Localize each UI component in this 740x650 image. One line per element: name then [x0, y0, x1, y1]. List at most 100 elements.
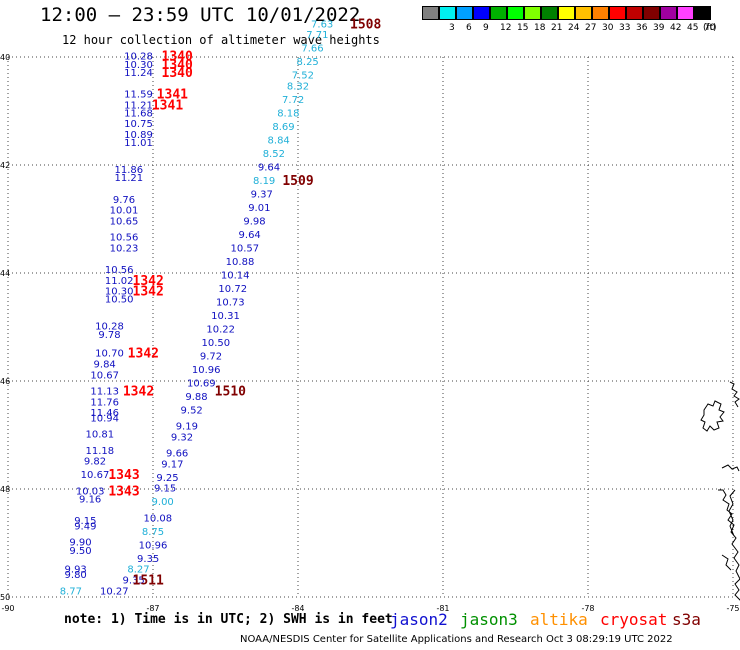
note-text: note: 1) Time is in UTC; 2) SWH is in fe…: [64, 612, 393, 627]
page-subtitle: 12 hour collection of altimeter wave hei…: [62, 33, 380, 47]
colorbar-label: 24: [568, 23, 580, 33]
wave-height-label: 11.86: [115, 165, 144, 176]
colorbar-swatch: [473, 6, 490, 20]
wave-height-label: 9.52: [181, 405, 203, 416]
wave-height-label: 10.88: [226, 257, 255, 268]
colorbar-label: 45: [687, 23, 699, 33]
x-tick-label: -90: [1, 604, 14, 613]
wave-height-label: 9.93: [65, 565, 87, 576]
pass-time-label: 1340: [162, 50, 193, 65]
wave-height-label: 9.17: [161, 459, 183, 470]
pass-time-label: 1510: [215, 385, 246, 400]
coastline: [700, 381, 740, 601]
wave-height-label: 7.71: [306, 30, 328, 41]
wave-height-label: 7.63: [311, 19, 333, 30]
pass-time-label: 1508: [350, 17, 381, 32]
wave-height-label: 11.02: [105, 276, 134, 287]
observation-labels: 10.2810.3011.2411.5911.2111.6810.7510.89…: [60, 17, 382, 597]
wave-height-label: 9.64: [239, 230, 261, 241]
wave-height-label: 9.00: [152, 497, 174, 508]
wave-height-label: 11.13: [90, 387, 119, 398]
wave-height-label: 10.56: [105, 265, 134, 276]
wave-height-label: 10.23: [110, 243, 139, 254]
wave-height-label: 9.35: [123, 576, 145, 587]
wave-height-label: 8.75: [142, 527, 164, 538]
colorbar-label: 39: [653, 23, 665, 33]
wave-height-label: 10.67: [90, 370, 119, 381]
wave-height-label: 8.77: [60, 586, 82, 597]
wave-height-label: 10.30: [124, 60, 153, 71]
wave-height-label: 8.52: [263, 149, 285, 160]
wave-height-label: 9.84: [94, 360, 116, 371]
wave-height-label: 9.15: [154, 484, 176, 495]
colorbar-swatch: [626, 6, 643, 20]
y-tick-label: 40: [0, 53, 10, 62]
wave-height-label: 10.67: [81, 470, 110, 481]
wave-height-label: 9.76: [113, 195, 135, 206]
wave-height-label: 10.65: [110, 216, 139, 227]
wave-height-label: 11.46: [90, 408, 119, 419]
y-tick-label: 50: [0, 593, 10, 602]
colorbar-label: 21: [551, 23, 563, 33]
wave-height-label: 10.56: [110, 233, 139, 244]
wave-height-label: 9.80: [65, 570, 87, 581]
colorbar-swatch: [541, 6, 558, 20]
wave-height-label: 11.68: [124, 108, 153, 119]
satellite-legend-jason2: jason2: [390, 610, 448, 629]
wave-height-label: 10.89: [124, 130, 153, 141]
colorbar-swatch: [575, 6, 592, 20]
axis-labels: -90 -87 -84 -81 -78 -75 40 42 44 46 48 50: [0, 53, 740, 613]
wave-height-label: 11.21: [115, 173, 144, 184]
wave-height-label: 9.19: [176, 422, 198, 433]
wave-height-label: 10.50: [105, 295, 134, 306]
wave-height-label: 10.30: [105, 287, 134, 298]
wave-height-label: 9.50: [69, 546, 91, 557]
wave-height-label: 7.66: [301, 44, 323, 55]
pass-time-label: 1340: [162, 66, 193, 81]
wave-height-label: 10.72: [218, 284, 247, 295]
wave-height-label: 11.76: [90, 397, 119, 408]
pass-time-label: 1342: [133, 285, 164, 300]
wave-height-label: 10.69: [187, 378, 216, 389]
wave-height-label: 11.21: [124, 100, 153, 111]
wave-height-label: 11.59: [124, 90, 153, 101]
wave-height-label: 9.98: [243, 216, 265, 227]
wave-height-label: 10.96: [139, 540, 168, 551]
y-tick-label: 42: [0, 161, 10, 170]
colorbar-label: 70: [704, 23, 716, 33]
wave-height-label: 8.84: [268, 135, 290, 146]
colorbar-swatch: [677, 6, 694, 20]
satellite-legend-altika: altika: [530, 610, 588, 629]
x-tick-label: -78: [581, 604, 594, 613]
wave-height-label: 9.16: [79, 495, 101, 506]
wave-height-label: 10.28: [95, 322, 124, 333]
wave-height-label: 8.69: [272, 122, 294, 133]
y-tick-label: 46: [0, 377, 10, 386]
wave-height-label: 10.94: [90, 414, 119, 425]
colorbar-label: 15: [517, 23, 529, 33]
x-tick-label: -81: [436, 604, 449, 613]
wave-height-label: 10.01: [110, 206, 139, 217]
colorbar-swatch: [592, 6, 609, 20]
colorbar-swatch: [643, 6, 660, 20]
wave-height-label: 10.70: [95, 349, 124, 360]
wave-height-label: 9.88: [185, 392, 207, 403]
satellite-legend-cryosat: cryosat: [600, 610, 668, 629]
y-tick-label: 48: [0, 485, 10, 494]
colorbar-swatch: [456, 6, 473, 20]
colorbar-swatch: [609, 6, 626, 20]
y-tick-label: 44: [0, 269, 10, 278]
wave-height-label: 11.24: [124, 68, 153, 79]
colorbar-swatch: [490, 6, 507, 20]
wave-height-label: 8.18: [277, 108, 299, 119]
colorbar-swatch: [524, 6, 541, 20]
colorbar-swatch: [694, 6, 711, 20]
colorbar-swatch: [422, 6, 439, 20]
wave-height-label: 8.25: [297, 57, 319, 68]
wave-height-label: 9.49: [74, 522, 96, 533]
colorbar-swatch: [660, 6, 677, 20]
wave-height-label: 9.82: [84, 457, 106, 468]
colorbar-label: 12: [500, 23, 512, 33]
satellite-legend-s3a: s3a: [672, 610, 701, 629]
